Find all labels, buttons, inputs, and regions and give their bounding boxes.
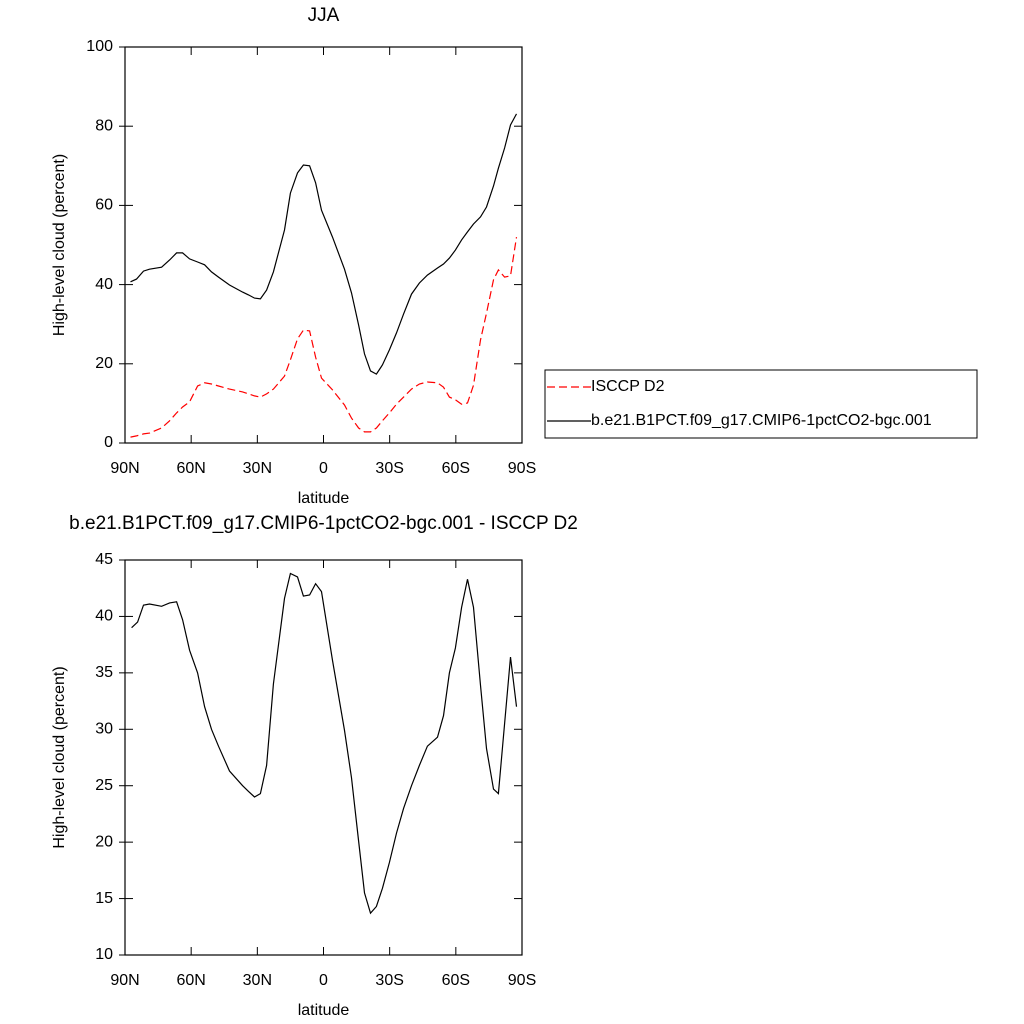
- x-tick-label: 90S: [508, 460, 536, 477]
- y-tick-label: 10: [95, 946, 113, 963]
- x-tick-label: 60N: [176, 460, 205, 477]
- series-line: [130, 237, 518, 438]
- x-axis-label: latitude: [298, 490, 350, 507]
- y-tick-label: 30: [95, 721, 113, 738]
- x-tick-label: 90N: [110, 460, 139, 477]
- series-line: [131, 572, 518, 915]
- y-tick-label: 60: [95, 197, 113, 214]
- y-tick-label: 40: [95, 608, 113, 625]
- y-tick-label: 80: [95, 117, 113, 134]
- y-tick-label: 40: [95, 276, 113, 293]
- plot-frame: [124, 559, 523, 956]
- y-tick-label: 20: [95, 355, 113, 372]
- legend-box: [544, 369, 978, 439]
- y-tick-label: 100: [86, 38, 113, 55]
- y-tick-label: 35: [95, 664, 113, 681]
- x-axis-label: latitude: [298, 1002, 350, 1019]
- legend-label: ISCCP D2: [591, 378, 665, 395]
- x-tick-label: 30N: [243, 972, 272, 989]
- x-tick-label: 0: [319, 972, 328, 989]
- x-tick-label: 30S: [375, 460, 403, 477]
- y-tick-label: 0: [104, 434, 113, 451]
- y-tick-label: 20: [95, 833, 113, 850]
- x-tick-label: 60S: [442, 460, 470, 477]
- x-tick-label: 90S: [508, 972, 536, 989]
- series-line: [130, 113, 518, 375]
- chart-title: b.e21.B1PCT.f09_g17.CMIP6-1pctCO2-bgc.00…: [69, 513, 578, 534]
- y-axis-label: High-level cloud (percent): [51, 154, 68, 336]
- legend-label: b.e21.B1PCT.f09_g17.CMIP6-1pctCO2-bgc.00…: [591, 412, 932, 429]
- plot-frame: [124, 46, 523, 444]
- y-tick-label: 15: [95, 890, 113, 907]
- x-tick-label: 30S: [375, 972, 403, 989]
- chart-title: JJA: [308, 5, 340, 26]
- x-tick-label: 60S: [442, 972, 470, 989]
- x-tick-label: 90N: [110, 972, 139, 989]
- x-tick-label: 60N: [176, 972, 205, 989]
- y-tick-label: 25: [95, 777, 113, 794]
- x-tick-label: 0: [319, 460, 328, 477]
- y-axis-label: High-level cloud (percent): [51, 666, 68, 848]
- y-tick-label: 45: [95, 551, 113, 568]
- x-tick-label: 30N: [243, 460, 272, 477]
